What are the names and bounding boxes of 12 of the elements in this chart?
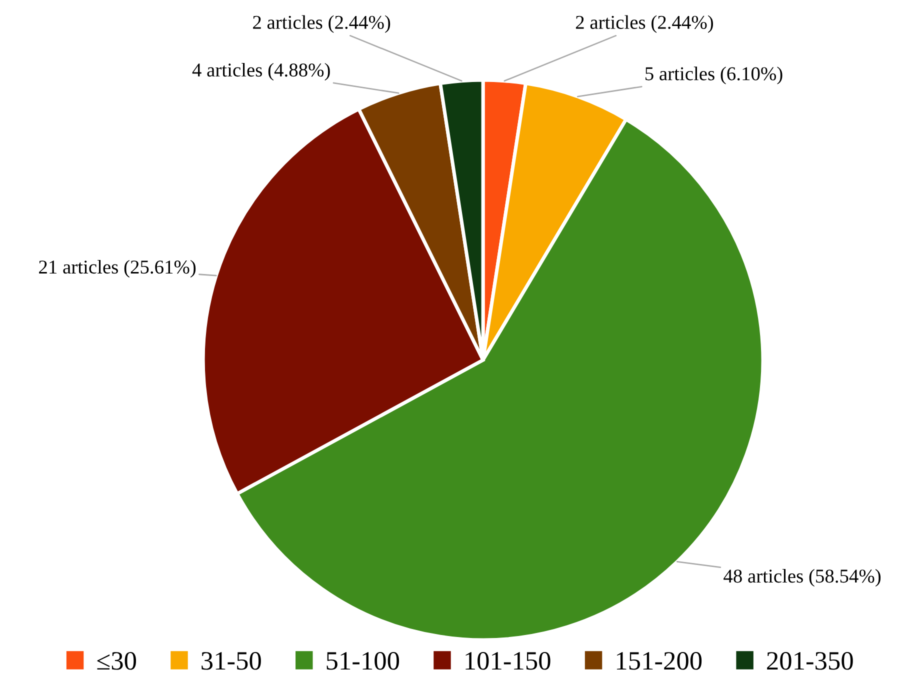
- data-label: 4 articles (4.88%): [192, 62, 330, 81]
- legend-label: ≤30: [97, 652, 136, 670]
- data-label: 21 articles (25.61%): [39, 260, 196, 278]
- legend-label: 151-200: [616, 652, 702, 670]
- legend-label: 101-150: [466, 652, 550, 670]
- data-label: 5 articles (6.10%): [646, 66, 782, 84]
- legend-label: 51-100: [326, 652, 400, 670]
- data-label: 48 articles (58.54%): [724, 569, 881, 587]
- legend-label: 31-50: [202, 652, 261, 670]
- legend-label: 201-350: [767, 652, 853, 670]
- data-label: 2 articles (2.44%): [253, 15, 390, 33]
- data-label: 2 articles (2.44%): [576, 15, 714, 33]
